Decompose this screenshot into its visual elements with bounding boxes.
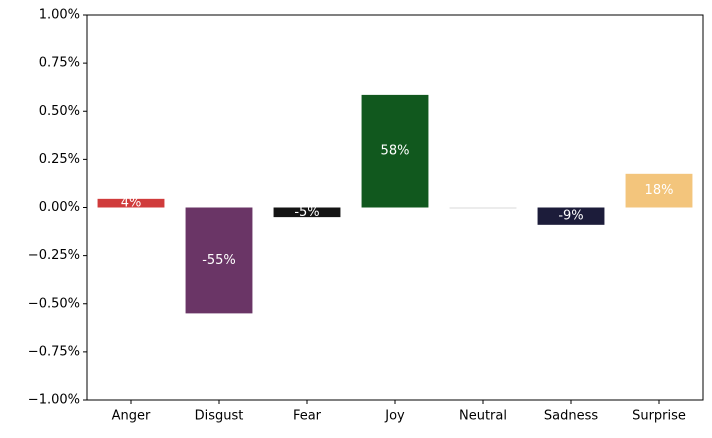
- bar: [449, 207, 517, 209]
- bar: [625, 173, 693, 208]
- bar: [97, 198, 165, 208]
- value-label: 4%: [121, 196, 142, 211]
- x-tick-label: Fear: [293, 409, 322, 424]
- value-label: 58%: [381, 144, 410, 159]
- y-tick-label: −1.00%: [28, 393, 80, 408]
- x-tick-label: Neutral: [459, 409, 507, 424]
- y-tick-label: −0.25%: [28, 248, 80, 263]
- y-tick-label: 1.00%: [39, 8, 80, 23]
- bar: [185, 207, 253, 314]
- x-tick-label: Sadness: [544, 409, 598, 424]
- y-tick-label: 0.25%: [39, 152, 80, 167]
- bar: [273, 207, 341, 218]
- value-label: -55%: [202, 253, 236, 268]
- value-label: -9%: [558, 209, 583, 224]
- x-tick-label: Joy: [384, 409, 405, 424]
- x-tick-label: Anger: [112, 409, 151, 424]
- x-tick-label: Disgust: [195, 409, 244, 424]
- y-tick-label: 0.00%: [39, 200, 80, 215]
- value-label: -5%: [294, 205, 319, 220]
- x-tick-label: Surprise: [632, 409, 686, 424]
- y-tick-label: 0.50%: [39, 104, 80, 119]
- bar: [361, 94, 429, 208]
- y-tick-label: −0.50%: [28, 296, 80, 311]
- bar: [537, 207, 605, 225]
- y-tick-label: −0.75%: [28, 344, 80, 359]
- value-label: 18%: [645, 183, 674, 198]
- y-tick-label: 0.75%: [39, 56, 80, 71]
